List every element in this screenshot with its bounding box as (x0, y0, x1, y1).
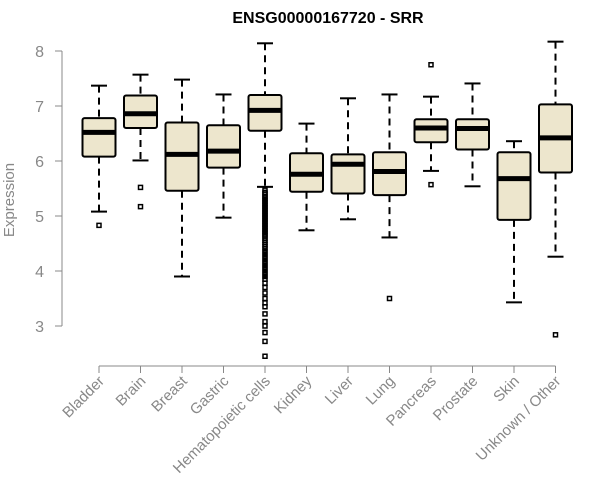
box-prostate (455, 82, 490, 188)
y-tick-label: 4 (35, 264, 44, 281)
outlier-point (262, 311, 268, 317)
iqr-box (330, 153, 366, 195)
iqr-box (413, 118, 449, 144)
x-tick-label: Breast (148, 372, 191, 415)
outlier-point (262, 329, 268, 336)
iqr-box (81, 117, 117, 158)
outlier-point (137, 203, 144, 210)
box-liver (330, 97, 366, 221)
x-tick-label: Prostate (430, 373, 482, 425)
outlier-point (428, 181, 434, 188)
outlier-point (137, 184, 144, 191)
box-breast (164, 78, 200, 278)
box-unknown-other (538, 40, 573, 338)
y-tick-label: 6 (35, 154, 44, 171)
outlier-point (262, 323, 268, 329)
iqr-box (496, 151, 532, 221)
box-lung (372, 93, 407, 302)
outlier-point (262, 280, 268, 286)
outlier-point (262, 338, 268, 345)
boxes-group (81, 40, 573, 359)
iqr-box (206, 124, 241, 169)
box-pancreas (413, 62, 449, 188)
outlier-point (262, 295, 268, 302)
outlier-point (428, 62, 434, 68)
outlier-point (262, 304, 268, 310)
outlier-point (262, 284, 268, 291)
box-brain (123, 73, 158, 210)
outlier-point (386, 295, 393, 302)
x-tick-label: Bladder (59, 373, 108, 422)
y-axis: 3 4 5 6 7 8 (35, 44, 63, 336)
box-hematopoietic-cells (247, 42, 283, 359)
chart-title: ENSG00000167720 - SRR (232, 10, 424, 27)
y-tick-label: 3 (35, 319, 44, 336)
x-tick-label: Lung (363, 373, 399, 409)
x-tick-label: Liver (322, 373, 357, 408)
x-tick-label: Kidney (271, 372, 316, 417)
x-tick-label: Brain (113, 373, 150, 410)
outlier-point (552, 332, 559, 338)
y-tick-label: 5 (35, 209, 44, 226)
outlier-point (262, 353, 268, 359)
outlier-point (262, 318, 268, 325)
y-tick-label: 7 (35, 99, 44, 116)
y-axis-label: Expression (1, 163, 18, 237)
iqr-box (455, 118, 490, 151)
box-skin (496, 140, 532, 304)
box-gastric (206, 93, 241, 219)
outlier-point (262, 290, 268, 296)
box-kidney (289, 122, 324, 232)
x-tick-label: Skin (490, 373, 523, 406)
y-tick-label: 8 (35, 44, 44, 61)
outlier-point (96, 222, 102, 229)
box-bladder (81, 84, 117, 229)
